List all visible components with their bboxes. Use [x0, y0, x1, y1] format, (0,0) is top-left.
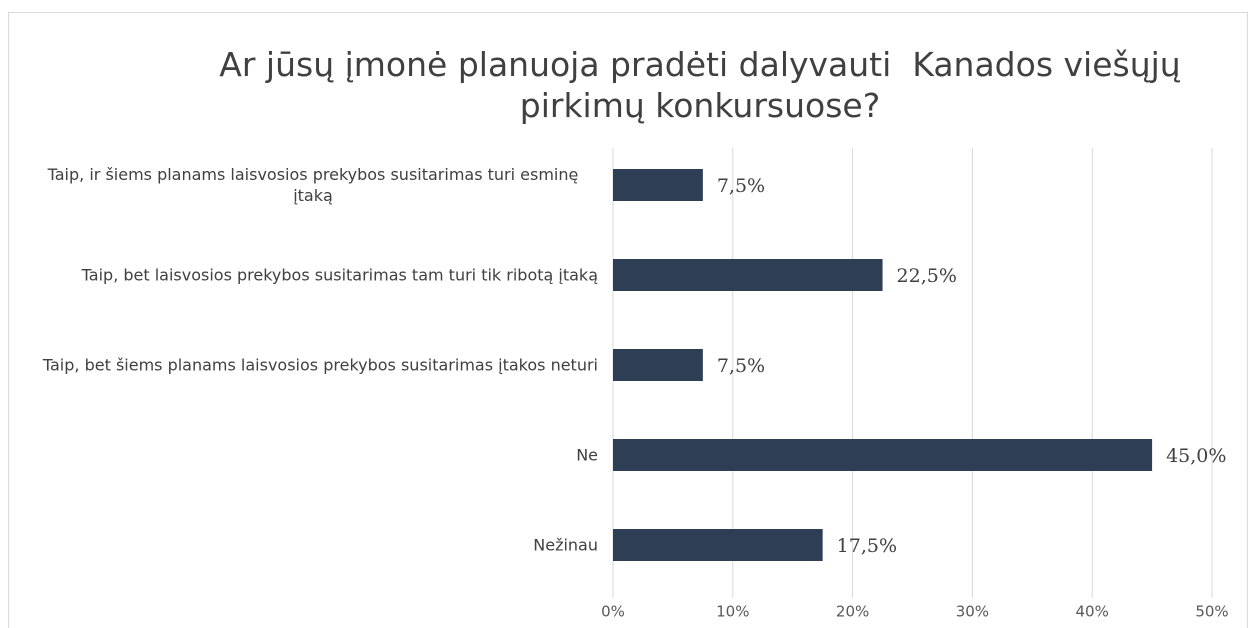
value-label: 45,0%: [1166, 445, 1226, 467]
bar: [613, 259, 883, 291]
bar: [613, 529, 823, 561]
y-tick-label: Taip, bet laisvosios prekybos susitarima…: [81, 265, 598, 285]
y-tick-label: Taip, bet šiems planams laisvosios preky…: [42, 355, 598, 375]
bar: [613, 169, 703, 201]
x-tick-label: 20%: [836, 603, 869, 621]
value-label: 22,5%: [897, 265, 957, 287]
category-label-box: Taip, bet šiems planams laisvosios preky…: [28, 355, 598, 376]
x-tick-label: 30%: [956, 603, 989, 621]
value-label: 17,5%: [837, 535, 897, 557]
y-tick-label: Ne: [576, 445, 598, 465]
x-tick-label: 0%: [601, 603, 625, 621]
category-label-box: Nežinau: [28, 535, 598, 556]
category-label-box: Taip, bet laisvosios prekybos susitarima…: [28, 265, 598, 286]
x-tick-label: 50%: [1195, 603, 1228, 621]
x-tick-label: 10%: [716, 603, 749, 621]
bar: [613, 349, 703, 381]
chart-title: Ar jūsų įmonė planuoja pradėti dalyvauti…: [219, 45, 1192, 125]
chart-frame: [8, 12, 1248, 628]
y-tick-label: Taip, ir šiems planams laisvosios prekyb…: [47, 165, 579, 205]
y-tick-label: Nežinau: [533, 535, 598, 555]
category-label-box: Ne: [28, 445, 598, 466]
value-label: 7,5%: [717, 175, 765, 197]
category-label-box: Taip, ir šiems planams laisvosios prekyb…: [28, 164, 598, 206]
value-label: 7,5%: [717, 355, 765, 377]
x-tick-label: 40%: [1076, 603, 1109, 621]
bar: [613, 439, 1153, 471]
